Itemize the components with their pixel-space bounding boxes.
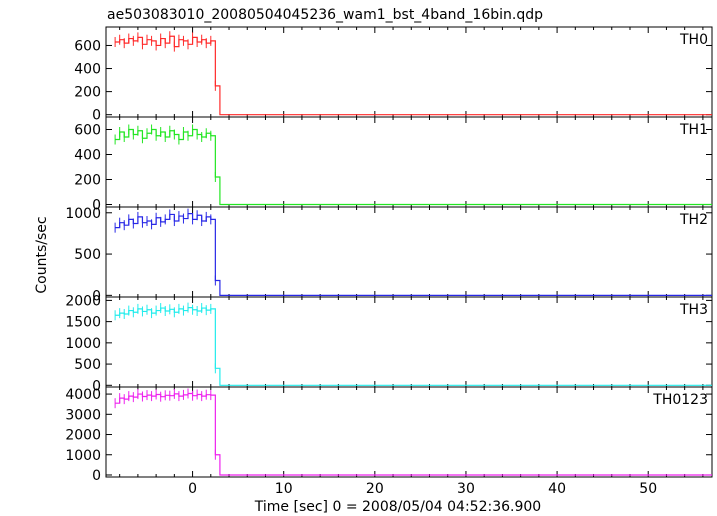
- y-tick-label: 1000: [65, 448, 101, 464]
- y-tick-label: 0: [92, 378, 101, 394]
- x-tick-label: 40: [548, 481, 566, 497]
- panel-frame: [105, 386, 713, 478]
- x-tick-label: 50: [639, 481, 657, 497]
- y-tick-label: 0: [92, 468, 101, 484]
- y-tick-label: 1500: [65, 315, 101, 331]
- panel-label: TH3: [679, 302, 708, 318]
- panel-th1: 0 200 400 600 TH1: [74, 116, 713, 214]
- y-tick-label: 400: [74, 62, 101, 78]
- y-tick-label: 200: [74, 173, 101, 189]
- panel-label: TH0123: [652, 392, 708, 408]
- y-tick-label: 500: [74, 247, 101, 263]
- y-tick-label: 200: [74, 85, 101, 101]
- y-tick-label: 600: [74, 38, 101, 54]
- series-line-th1: [115, 128, 712, 206]
- panel-label: TH0: [679, 32, 708, 48]
- y-tick-label: 2000: [65, 428, 101, 444]
- y-tick-label: 600: [74, 123, 101, 139]
- series-line-th0: [115, 35, 712, 116]
- panel-th0: 0 200 400 600 TH0: [74, 26, 713, 124]
- panel-th3: 0 500 1000 1500 2000 TH3: [65, 293, 713, 394]
- x-axis-label: Time [sec] 0 = 2008/05/04 04:52:36.900: [254, 499, 541, 515]
- panel-label: TH2: [679, 212, 708, 228]
- x-tick-label: 30: [457, 481, 475, 497]
- x-tick-label: 10: [275, 481, 293, 497]
- y-tick-label: 2000: [65, 293, 101, 309]
- y-axis-label: Counts/sec: [34, 216, 50, 293]
- series-line-th2: [115, 213, 712, 296]
- y-tick-label: 1000: [65, 206, 101, 222]
- series-line-th0123: [115, 392, 712, 476]
- chart-title: ae503083010_20080504045236_wam1_bst_4ban…: [107, 7, 543, 23]
- x-tick-label: 20: [366, 481, 384, 497]
- y-tick-label: 500: [74, 357, 101, 373]
- x-tick-label: 0: [188, 481, 197, 497]
- panel-label: TH1: [679, 122, 708, 138]
- series-line-th3: [115, 307, 712, 386]
- y-tick-label: 4000: [65, 387, 101, 403]
- panel-frame: [105, 206, 713, 298]
- y-tick-label: 0: [92, 288, 101, 304]
- y-tick-label: 400: [74, 148, 101, 164]
- y-tick-label: 0: [92, 108, 101, 124]
- panel-th0123: 0 1000 2000 3000 4000 TH0123: [65, 386, 713, 484]
- y-tick-label: 3000: [65, 407, 101, 423]
- y-tick-label: 0: [92, 198, 101, 214]
- y-tick-label: 1000: [65, 336, 101, 352]
- panel-th2: 0 500 1000 TH2: [65, 206, 713, 304]
